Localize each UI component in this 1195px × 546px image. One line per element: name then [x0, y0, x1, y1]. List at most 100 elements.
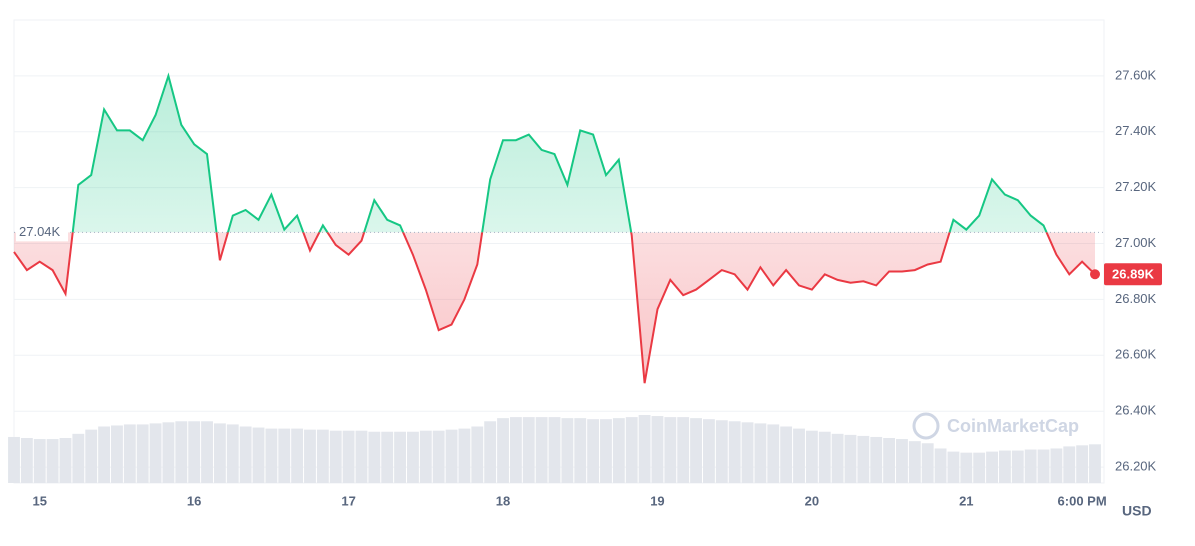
y-tick-label: 26.20K	[1115, 459, 1157, 474]
volume-bar	[1076, 445, 1089, 483]
volume-bar	[1050, 448, 1063, 483]
volume-bar	[46, 439, 59, 483]
current-label: 26.89K	[1112, 267, 1155, 282]
volume-bar	[59, 438, 72, 483]
baseline-label-bg	[16, 223, 68, 242]
volume-bar	[1037, 449, 1050, 483]
watermark-text: CoinMarketCap	[947, 416, 1079, 436]
volume-bar	[522, 417, 535, 483]
volume-bar	[265, 428, 278, 483]
x-tick-label: 16	[187, 493, 201, 508]
volume-bar	[973, 452, 986, 483]
price-line-up	[71, 72, 1048, 233]
volume-bar	[98, 426, 111, 483]
volume-bar	[986, 451, 998, 483]
y-tick-label: 27.20K	[1115, 179, 1157, 194]
volume-bar	[381, 431, 394, 483]
volume-bar	[471, 426, 484, 483]
volume-bar	[587, 419, 600, 483]
volume-bar	[767, 424, 780, 483]
volume-bar	[394, 431, 407, 483]
volume-bar	[85, 429, 98, 483]
area-down	[14, 232, 1095, 384]
volume-bar	[1063, 446, 1076, 483]
x-tick-label: 18	[496, 493, 510, 508]
y-axis-label: USD	[1122, 503, 1152, 519]
volume-bar	[458, 428, 471, 483]
volume-bar	[561, 418, 574, 483]
volume-bar	[857, 435, 870, 483]
volume-bar	[818, 431, 831, 483]
volume-bar	[896, 439, 908, 483]
y-tick-label: 26.60K	[1115, 347, 1157, 362]
volume-bar	[342, 430, 355, 483]
volume-bar	[72, 433, 85, 483]
volume-bar	[728, 421, 741, 483]
volume-bar	[484, 421, 497, 483]
volume-bar	[278, 428, 291, 483]
y-tick-label: 26.40K	[1115, 403, 1157, 418]
volume-bar	[574, 418, 587, 483]
x-tick-label: 21	[959, 493, 973, 508]
volume-bar	[407, 431, 419, 483]
watermark: CoinMarketCap	[912, 412, 1079, 440]
volume-bar	[213, 423, 226, 483]
volume-bar	[175, 421, 188, 483]
volume-bar	[1024, 449, 1037, 483]
volume-bar	[741, 422, 754, 483]
volume-bar	[419, 430, 432, 483]
price-line-down	[13, 232, 1096, 384]
volume-bar	[329, 430, 342, 483]
volume-bar	[136, 424, 149, 483]
volume-bar	[844, 434, 857, 483]
volume-bar	[831, 433, 844, 483]
y-tick-label: 27.40K	[1115, 123, 1157, 138]
volume-bar	[432, 430, 445, 483]
volume-bar	[111, 425, 123, 483]
volume-bar	[239, 426, 252, 483]
volume-bar	[702, 419, 715, 483]
y-tick-label: 26.80K	[1115, 291, 1157, 306]
y-tick-label: 27.60K	[1115, 67, 1157, 82]
volume-bar	[883, 438, 896, 483]
volume-bar	[445, 429, 458, 483]
volume-bar	[497, 418, 509, 483]
volume-bar	[1089, 444, 1101, 483]
volume-bar	[535, 417, 548, 483]
volume-bar	[509, 417, 522, 483]
area-up	[72, 75, 1047, 233]
volume-bar	[754, 423, 767, 483]
x-tick-label: 17	[341, 493, 355, 508]
volume-bar	[123, 424, 136, 483]
y-tick-label: 27.00K	[1115, 235, 1157, 250]
volume-bar	[677, 417, 690, 483]
volume-bar	[908, 441, 921, 483]
volume-bar	[998, 450, 1011, 483]
current-dot	[1090, 269, 1100, 280]
volume-bar	[715, 420, 728, 483]
volume-bar	[355, 430, 368, 483]
volume-bar	[921, 443, 934, 483]
volume-bar	[780, 426, 793, 483]
volume-bar	[793, 428, 805, 483]
volume-bar	[651, 416, 664, 483]
volume-bar	[870, 436, 883, 483]
x-tick-label: 19	[650, 493, 664, 508]
volume-bar	[252, 427, 265, 483]
current-label-bg	[1104, 263, 1162, 286]
volume-bar	[226, 424, 239, 483]
volume-bar	[8, 436, 20, 483]
baseline-label: 27.04K	[19, 224, 61, 239]
volume-bar	[368, 431, 381, 483]
volume-bar	[162, 422, 175, 483]
volume-bar	[934, 448, 947, 483]
volume-bar	[548, 417, 561, 483]
volume-bar	[201, 421, 213, 483]
volume-bar	[188, 421, 201, 483]
volume-bar	[20, 438, 33, 483]
volume-bar	[805, 430, 818, 483]
volume-bar	[625, 417, 638, 483]
x-tick-label: 20	[805, 493, 819, 508]
volume-bar	[690, 418, 702, 483]
